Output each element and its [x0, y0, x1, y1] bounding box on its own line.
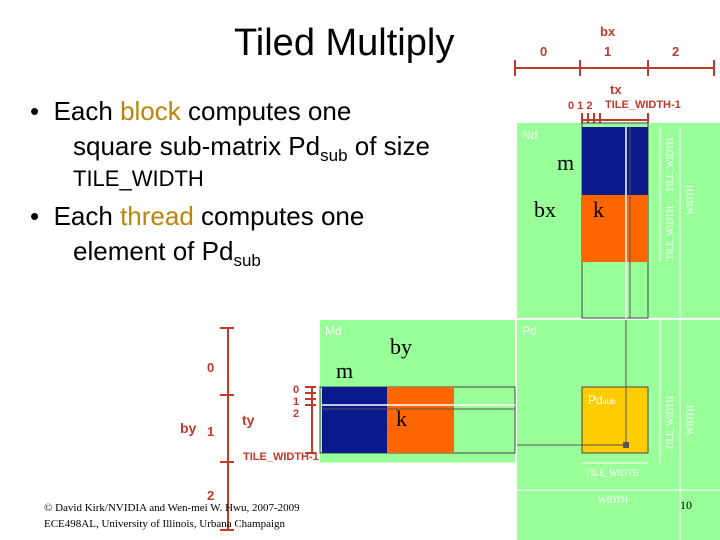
- ty-tick-0: 0: [293, 384, 300, 396]
- bullet-2-line2: element of Pdsub: [73, 234, 261, 278]
- bullet-1-pre: Each: [53, 96, 121, 126]
- by-tick-2: 2: [207, 488, 215, 503]
- md-label: Md: [325, 324, 342, 338]
- bullet-marker: •: [30, 96, 54, 126]
- nd-tile-orange: [582, 195, 648, 262]
- md-tile-orange: [387, 387, 454, 453]
- pdsub-sub: sub: [602, 397, 616, 406]
- bullet-1-line2a: square sub-matrix Pd: [73, 131, 321, 161]
- tx-bracket: [581, 113, 649, 124]
- slide-title: Tiled Multiply: [234, 22, 455, 64]
- annot-k-md: k: [396, 406, 407, 431]
- bullet-1-post: computes one: [180, 96, 352, 126]
- page-number: 10: [680, 498, 692, 512]
- annot-k-nd: k: [593, 197, 604, 222]
- dim-pd-tile-width-h: TILE_WIDTH: [585, 468, 639, 478]
- ty-bracket: [305, 386, 316, 454]
- annot-m-md: m: [336, 358, 354, 383]
- bx-tick-1: 1: [604, 44, 612, 59]
- by-axis-label: by: [180, 420, 197, 436]
- footer-copyright: © David Kirk/NVIDIA and Wen-mei W. Hwu, …: [44, 502, 300, 514]
- bullet-2-sub: sub: [233, 251, 261, 270]
- ty-last-tick: TILE_WIDTH-1: [243, 451, 319, 463]
- bx-bracket: [514, 60, 715, 76]
- pd-element: [623, 442, 629, 448]
- dim-md-tile-width-1: TILE_WIDTH: [332, 468, 386, 478]
- dim-md-tile-width-2: TILE_WIDTH: [402, 468, 456, 478]
- md-tile-blue: [322, 387, 387, 453]
- nd-tile-blue: [582, 127, 648, 195]
- annot-bx: bx: [534, 197, 556, 222]
- bullet-1-line3: TILE_WIDTH: [73, 166, 204, 191]
- by-tick-1: 1: [207, 424, 215, 439]
- bx-tick-0: 0: [540, 44, 548, 59]
- dim-nd-width: WIDTH: [685, 185, 695, 215]
- pd-sub-tile: [581, 386, 649, 454]
- bullet-2: • Each thread computes one: [30, 199, 364, 234]
- by-tick-0: 0: [207, 360, 215, 375]
- dim-pd-width: WIDTH: [685, 405, 695, 435]
- bx-axis-label: bx: [600, 24, 616, 39]
- bullet-2-pre: Each: [53, 201, 121, 231]
- pdsub-main: Pd: [588, 393, 603, 407]
- annot-m-nd: m: [557, 150, 575, 175]
- pdsub-label: Pdsub: [588, 393, 616, 407]
- bullet-1-highlight: block: [120, 96, 181, 126]
- tx-axis-label: tx: [610, 82, 622, 97]
- bullet-marker: •: [30, 201, 54, 231]
- annot-by: by: [390, 334, 412, 359]
- by-bracket: [220, 327, 234, 531]
- dim-nd-tile-width-2: TILE_WIDTH: [665, 206, 675, 260]
- ty-tick-2: 2: [293, 408, 300, 420]
- nd-label: Nd: [522, 128, 538, 142]
- bullet-1-sub: sub: [320, 146, 348, 165]
- tx-ticks: 0 1 2: [568, 100, 593, 112]
- bullet-1-line2b: of size: [347, 131, 430, 161]
- bullet-2-post: computes one: [193, 201, 365, 231]
- footer-course: ECE498AL, University of Illinois, Urbana…: [44, 518, 286, 530]
- tx-last-tick: TILE_WIDTH-1: [605, 99, 681, 111]
- bullet-2-line2a: element of Pd: [73, 236, 234, 266]
- bullet-2-highlight: thread: [120, 201, 194, 231]
- bullet-1: • Each block computes one: [30, 94, 351, 129]
- dim-pd-width-h: WIDTH: [598, 495, 628, 505]
- dim-pd-tile-width: TILE_WIDTH: [665, 396, 675, 450]
- dim-md-width: WIDTH: [427, 495, 457, 505]
- ty-tick-1: 1: [293, 396, 300, 408]
- dim-nd-tile-width-1: TILE_WIDTH: [665, 138, 675, 192]
- ty-axis-label: ty: [242, 412, 255, 428]
- pd-label: Pd: [522, 324, 537, 338]
- bx-tick-2: 2: [672, 44, 680, 59]
- bullet-1-line2: square sub-matrix Pdsub of size: [73, 129, 430, 173]
